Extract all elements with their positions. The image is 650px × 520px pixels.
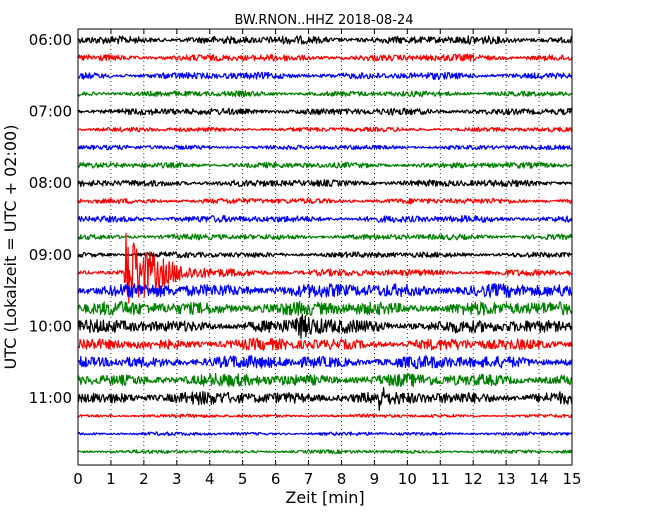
trace-1115 — [77, 413, 573, 419]
x-tick-label: 1 — [106, 470, 116, 488]
x-tick-label: 5 — [238, 470, 248, 488]
x-tick-label: 13 — [497, 470, 516, 488]
trace-0830 — [77, 215, 573, 223]
trace-0715 — [77, 126, 573, 133]
y-tick-label: 11:00 — [29, 389, 72, 407]
x-tick-label: 14 — [530, 470, 549, 488]
y-tick-label: 07:00 — [29, 103, 72, 121]
x-tick-label: 11 — [431, 470, 450, 488]
x-tick-label: 0 — [73, 470, 83, 488]
x-tick-label: 6 — [271, 470, 281, 488]
trace-0815 — [77, 197, 573, 205]
trace-1015 — [77, 337, 573, 351]
y-tick-label: 09:00 — [29, 246, 72, 264]
trace-0615 — [77, 53, 573, 62]
trace-1030 — [77, 354, 573, 370]
trace-0945 — [78, 300, 573, 317]
trace-0800 — [77, 179, 573, 188]
y-tick-label: 10:00 — [29, 317, 72, 335]
plot-frame — [77, 28, 573, 466]
y-axis-ticks: 06:00 07:00 08:00 09:00 10:00 11:00 — [29, 31, 572, 407]
x-tick-label: 15 — [562, 470, 581, 488]
trace-1100 — [77, 387, 573, 411]
x-tick-label: 9 — [370, 470, 380, 488]
y-axis-label: UTC (Lokalzeit = UTC + 02:00) — [1, 125, 20, 370]
trace-0630 — [77, 71, 573, 81]
trace-1145 — [77, 449, 573, 455]
chart-title: BW.RNON..HHZ 2018-08-24 — [234, 13, 413, 28]
y-tick-label: 08:00 — [29, 174, 72, 192]
x-tick-label: 10 — [398, 470, 417, 488]
trace-0915 — [77, 232, 573, 304]
trace-0730 — [77, 144, 573, 151]
trace-0845 — [77, 233, 573, 241]
trace-0930 — [77, 283, 573, 299]
y-tick-label: 06:00 — [29, 31, 72, 49]
x-tick-label: 12 — [464, 470, 483, 488]
x-tick-label: 4 — [205, 470, 215, 488]
x-axis-label: Zeit [min] — [285, 488, 364, 507]
x-axis-ticks: 0 1 2 3 4 5 6 7 8 9 10 11 12 13 14 15 — [73, 29, 582, 488]
x-tick-label: 8 — [337, 470, 347, 488]
trace-0645 — [77, 90, 573, 98]
trace-0900 — [77, 251, 573, 259]
trace-0700 — [77, 107, 573, 116]
x-tick-label: 2 — [139, 470, 149, 488]
grid-lines — [110, 29, 540, 465]
x-tick-label: 7 — [304, 470, 314, 488]
x-tick-label: 3 — [172, 470, 182, 488]
trace-0745 — [77, 161, 573, 169]
trace-lines — [77, 35, 573, 455]
trace-1000 — [77, 313, 573, 339]
trace-1130 — [77, 431, 573, 437]
trace-0600 — [77, 35, 573, 45]
trace-1045 — [77, 372, 573, 388]
